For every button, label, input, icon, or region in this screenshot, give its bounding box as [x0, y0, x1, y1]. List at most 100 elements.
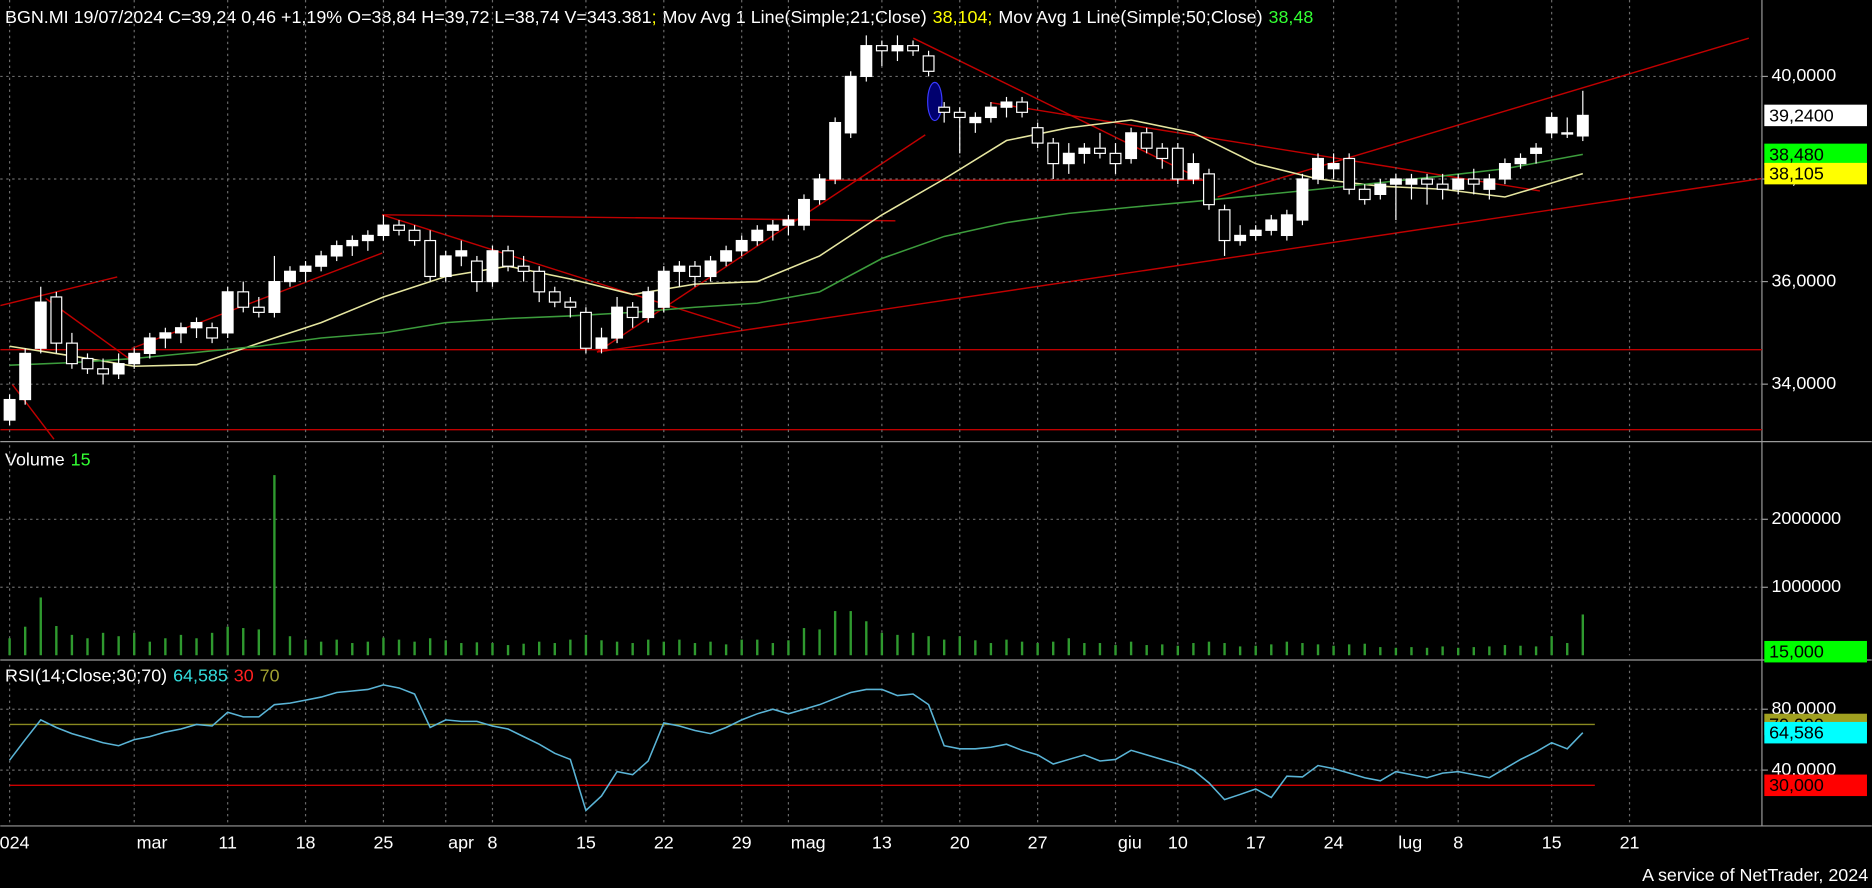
- volume-bar: [693, 643, 697, 656]
- x-tick-label: 10: [1168, 833, 1188, 853]
- candle-body: [1093, 147, 1106, 154]
- volume-bar: [1332, 645, 1335, 656]
- candle-body: [579, 311, 592, 349]
- value-badge: [1764, 104, 1867, 127]
- volume-bar: [475, 642, 479, 656]
- x-tick-label: 29: [732, 833, 752, 853]
- candle-body: [1203, 173, 1215, 206]
- volume-bar: [1020, 641, 1024, 656]
- volume-bar: [974, 640, 977, 656]
- volume-bar: [865, 621, 868, 656]
- volume-bar: [569, 639, 572, 656]
- label-part: 30: [234, 665, 254, 685]
- rsi-line: [8, 684, 1584, 812]
- volume-bar: [724, 644, 728, 656]
- volume-bar: [1161, 644, 1164, 656]
- label-part: RSI(14;Close;30;70): [5, 665, 167, 685]
- value-badge: [1764, 143, 1867, 166]
- volume-bar: [397, 639, 401, 656]
- candle-body: [1062, 152, 1075, 165]
- y-tick-label: 2000000: [1771, 508, 1841, 528]
- candle-body: [813, 178, 826, 201]
- candle-body: [1218, 209, 1231, 242]
- volume-bar: [210, 632, 214, 656]
- volume-bar: [771, 643, 775, 656]
- volume-bar: [1457, 647, 1460, 656]
- volume-bar: [1472, 647, 1475, 656]
- candle-body: [1047, 142, 1060, 165]
- volume-bar: [1503, 645, 1507, 656]
- volume-bar: [818, 629, 821, 656]
- volume-bar: [756, 639, 759, 656]
- label-part: 70: [260, 665, 280, 685]
- x-tick-label: 25: [373, 833, 393, 853]
- volume-bar: [1270, 644, 1273, 656]
- volume-bar: [802, 628, 806, 656]
- candle-body: [611, 306, 624, 339]
- label-part: BGN.MI 19/07/2024 C=39,24 0,46 +1,19% O=…: [5, 7, 652, 27]
- volume-bar: [179, 634, 183, 656]
- volume-bar: [117, 636, 120, 656]
- volume-bar: [1379, 647, 1382, 656]
- annotation-ellipse: [927, 81, 943, 122]
- x-tick-label: 13: [872, 833, 892, 853]
- volume-bar: [257, 629, 261, 656]
- volume-bar: [164, 638, 167, 656]
- candle-body: [907, 45, 919, 52]
- volume-bar: [740, 639, 743, 656]
- candle-body: [1078, 147, 1091, 154]
- volume-bar: [413, 641, 416, 656]
- volume-bar: [1207, 641, 1211, 656]
- candle-body: [1249, 229, 1262, 237]
- volume-bar: [1052, 641, 1055, 656]
- candle-body: [284, 270, 296, 283]
- candle-body: [19, 352, 32, 401]
- candle-body: [1545, 116, 1558, 134]
- volume-bar: [382, 637, 385, 656]
- candle-body: [97, 368, 110, 375]
- volume-bar: [1534, 646, 1538, 656]
- volume-bar: [1223, 643, 1226, 656]
- candle-body: [1296, 178, 1309, 221]
- x-tick-label: apr: [448, 833, 474, 853]
- x-tick-label: 21: [1620, 833, 1640, 853]
- candle-body: [252, 306, 265, 313]
- trendline: [381, 214, 741, 329]
- volume-bar: [133, 632, 136, 656]
- volume-bar: [242, 628, 245, 656]
- trendline: [596, 134, 926, 353]
- x-tick-label: 18: [296, 833, 316, 853]
- volume-bar: [615, 641, 619, 656]
- x-tick-label: 15: [1542, 833, 1562, 853]
- x-tick-label: 15: [576, 833, 596, 853]
- header: BGN.MI 19/07/2024 C=39,24 0,46 +1,19% O=…: [5, 7, 1313, 27]
- candle-body: [361, 234, 374, 242]
- label-part: Mov Avg 1 Line(Simple;21;Close): [663, 7, 927, 27]
- value-badge: [1764, 162, 1867, 185]
- volume-bar: [1425, 647, 1429, 656]
- candle-body: [1358, 188, 1371, 201]
- volume-bar: [1347, 644, 1351, 656]
- volume-bar: [304, 639, 307, 656]
- moving-average: [9, 119, 1584, 367]
- trendlines: [0, 37, 1762, 440]
- candle-body: [657, 270, 670, 308]
- y-tick-label: 34,0000: [1771, 373, 1836, 393]
- volume-bar: [1363, 643, 1366, 656]
- value-badge-label: 39,2400: [1769, 105, 1834, 125]
- volume-bar: [880, 632, 884, 656]
- x-tick-label: 24: [1324, 833, 1344, 853]
- volume-bar: [1238, 646, 1242, 656]
- candle-body: [143, 337, 156, 354]
- candle-body: [782, 219, 795, 226]
- volume-bar: [896, 634, 899, 656]
- volume-bar: [1285, 641, 1289, 656]
- volume-bar: [319, 641, 323, 656]
- volume-bar: [366, 641, 370, 656]
- volume-bar: [39, 597, 42, 656]
- candle-body: [1530, 147, 1543, 154]
- value-badge-label: 30,000: [1769, 775, 1824, 795]
- volume-bar: [55, 626, 58, 656]
- volume-bar: [8, 638, 11, 656]
